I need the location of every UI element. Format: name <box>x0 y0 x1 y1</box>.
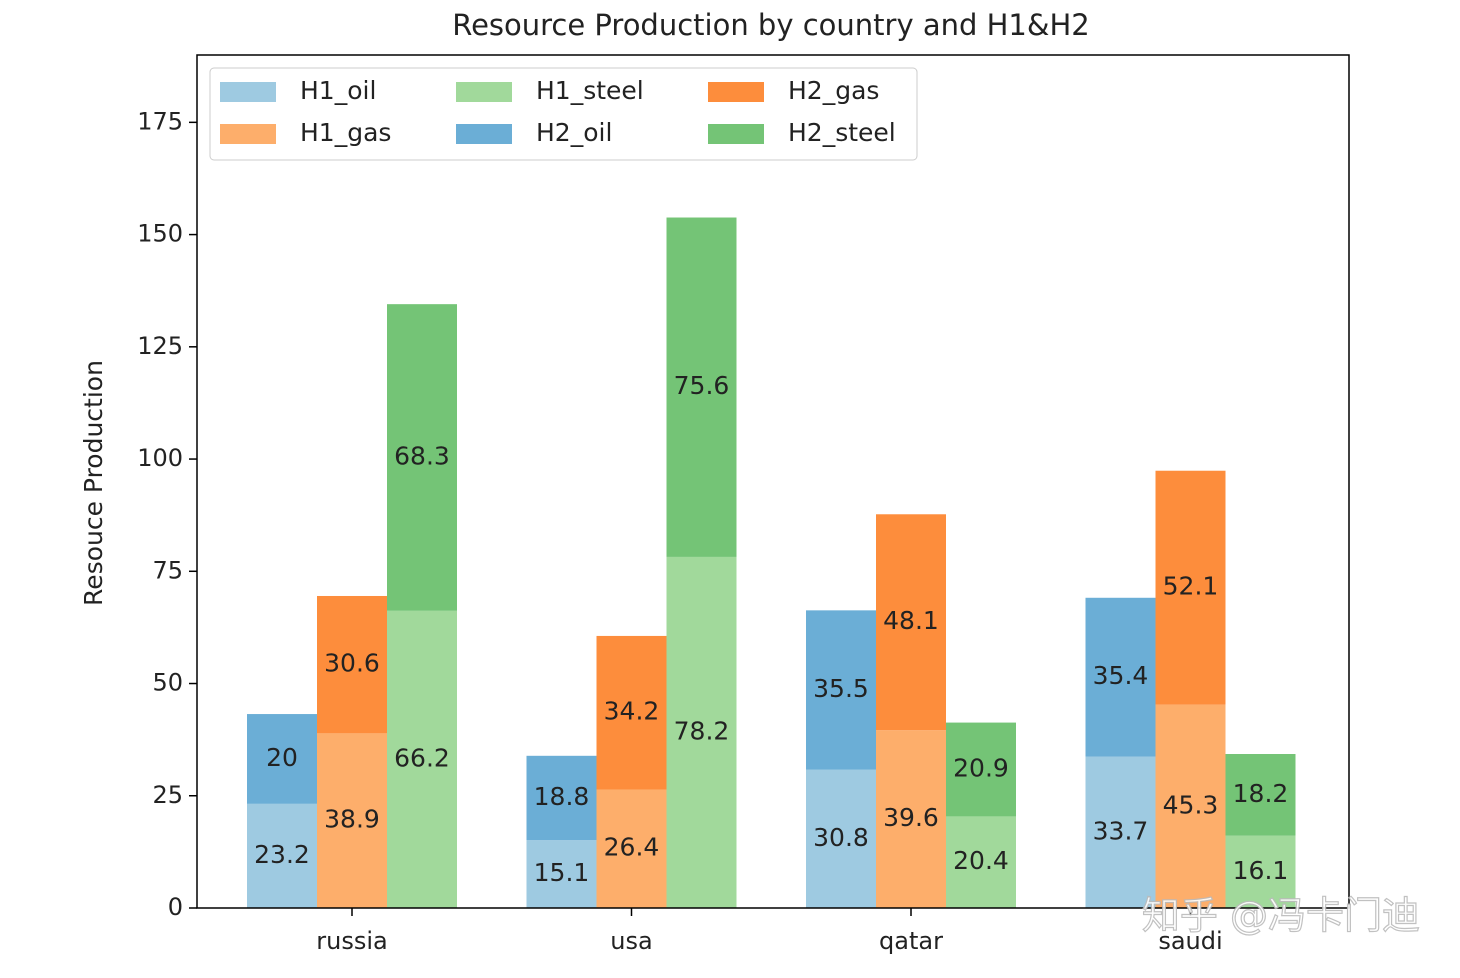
data-label: 66.2 <box>394 743 450 772</box>
legend-swatch <box>456 82 512 102</box>
data-label: 16.1 <box>1233 856 1289 885</box>
bar-segment <box>247 714 317 804</box>
bar-segment <box>1155 704 1226 908</box>
data-label: 48.1 <box>883 606 939 635</box>
data-label: 15.1 <box>534 858 590 887</box>
bar-segment <box>1225 835 1296 908</box>
legend-label: H2_oil <box>536 118 612 147</box>
legend-label: H1_gas <box>300 118 391 147</box>
bar-segment <box>946 722 1016 817</box>
y-tick-label: 100 <box>137 444 183 472</box>
y-axis-label: Resouce Production <box>79 360 108 606</box>
bar-segment <box>1225 754 1296 836</box>
bar-segment <box>876 514 946 731</box>
data-label: 68.3 <box>394 441 450 470</box>
y-tick-label: 0 <box>168 893 183 921</box>
y-tick-label: 50 <box>152 669 183 697</box>
bar-segment <box>806 610 876 770</box>
x-tick-label: saudi <box>1158 927 1222 955</box>
bar-segment <box>1155 470 1226 705</box>
data-label: 23.2 <box>254 840 310 869</box>
bar-segment <box>387 610 457 908</box>
data-label: 30.6 <box>324 649 380 678</box>
bar-segment <box>1085 597 1156 757</box>
data-label: 26.4 <box>604 833 660 862</box>
watermark: 知乎 @冯卡门迪 <box>1142 894 1420 938</box>
bar-segment <box>317 733 387 908</box>
data-label: 33.7 <box>1093 816 1149 845</box>
bar-segment <box>806 769 876 908</box>
data-label: 39.6 <box>883 803 939 832</box>
data-label: 35.4 <box>1093 661 1149 690</box>
legend-swatch <box>708 82 764 102</box>
y-tick-label: 25 <box>152 781 183 809</box>
legend-swatch <box>220 124 276 144</box>
data-label: 52.1 <box>1163 572 1219 601</box>
bar-segment <box>876 730 946 908</box>
bar-segment <box>247 803 317 908</box>
data-label: 45.3 <box>1163 790 1219 819</box>
x-tick-label: qatar <box>879 927 943 955</box>
legend-label: H1_oil <box>300 76 376 105</box>
legend-label: H1_steel <box>536 76 644 105</box>
data-label: 20.4 <box>953 846 1009 875</box>
x-tick-label: usa <box>610 927 652 955</box>
legend-swatch <box>220 82 276 102</box>
data-label: 18.8 <box>534 782 590 811</box>
bar-segment <box>666 217 737 557</box>
legend-label: H2_gas <box>788 76 879 105</box>
data-label: 20 <box>266 743 298 772</box>
data-label: 35.5 <box>813 674 869 703</box>
y-tick-label: 125 <box>137 332 183 360</box>
plot-frame <box>196 54 1350 909</box>
legend-label: H2_steel <box>788 118 896 147</box>
bar-segment <box>596 635 667 790</box>
x-tick-label: russia <box>316 927 387 955</box>
data-label: 38.9 <box>324 805 380 834</box>
legend-swatch <box>708 124 764 144</box>
bar-segment <box>526 840 597 908</box>
data-label: 34.2 <box>604 697 660 726</box>
bar-segment <box>666 556 737 908</box>
bar-segment <box>1085 756 1156 908</box>
bar-segment <box>946 816 1016 908</box>
bar-segment <box>526 755 597 841</box>
data-label: 30.8 <box>813 823 869 852</box>
data-label: 18.2 <box>1233 779 1289 808</box>
data-label: 75.6 <box>674 371 730 400</box>
chart-title: Resource Production by country and H1&H2 <box>452 8 1090 42</box>
bar-segment <box>387 304 457 611</box>
data-label: 20.9 <box>953 753 1009 782</box>
legend: H1_oil H1_gas H1_steel H2_oil H2_gas H2_steel <box>209 67 918 161</box>
y-tick-label: 175 <box>137 107 183 135</box>
y-tick-label: 150 <box>137 220 183 248</box>
legend-swatch <box>456 124 512 144</box>
data-label: 78.2 <box>674 716 730 745</box>
y-tick-label: 75 <box>152 556 183 584</box>
bar-segment <box>317 595 387 734</box>
bar-segment <box>596 789 667 908</box>
